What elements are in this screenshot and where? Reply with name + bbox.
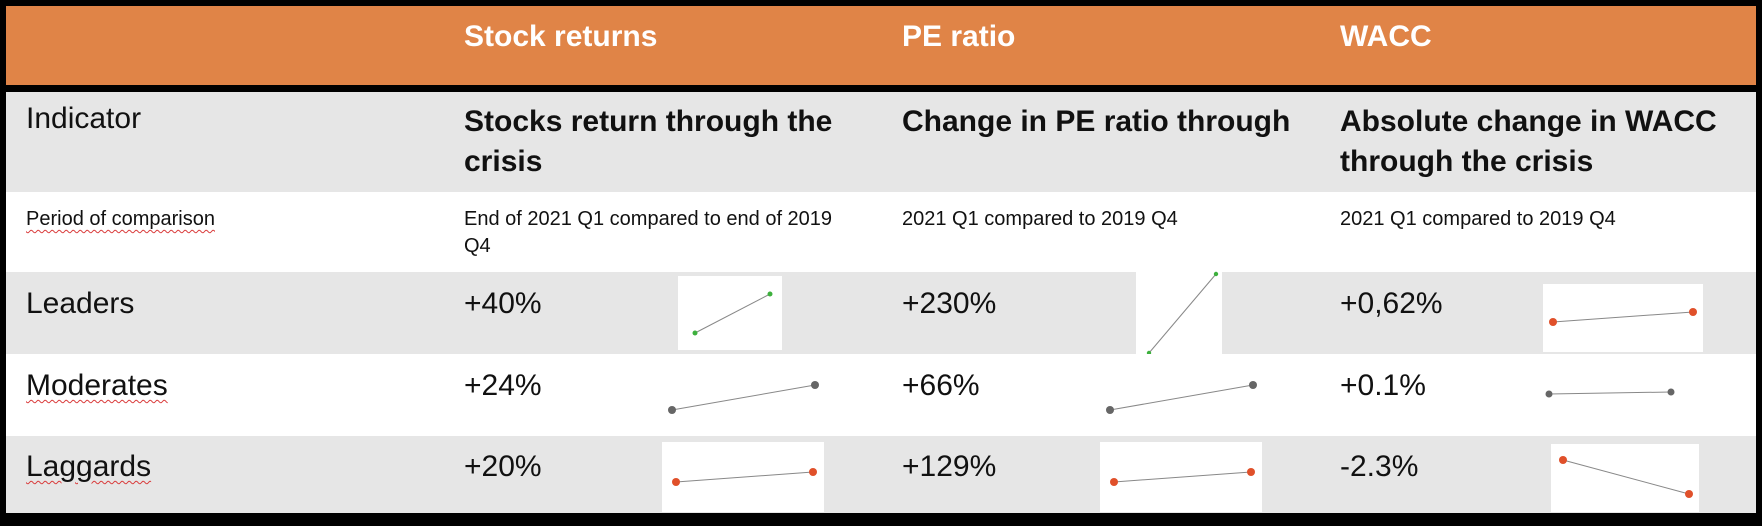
spark-start-point bbox=[1545, 390, 1553, 398]
header-stock-returns-text: Stock returns bbox=[464, 20, 658, 53]
spark-line bbox=[671, 384, 816, 411]
spark-start-point bbox=[1110, 478, 1118, 486]
spark-line bbox=[675, 471, 814, 483]
leaders-stock-sparkline bbox=[692, 291, 773, 336]
leaders-row: Leaders +40% +230% +0,62% bbox=[6, 271, 1756, 356]
header-stock-returns: Stock returns bbox=[464, 20, 657, 54]
spark-line bbox=[1562, 459, 1690, 495]
table-bottom-border bbox=[6, 513, 1756, 520]
spark-end-point bbox=[1689, 308, 1697, 316]
indicator-label: Indicator bbox=[26, 102, 142, 135]
laggards-stock-value: +20% bbox=[464, 450, 542, 483]
laggards-wacc-value: -2.3% bbox=[1340, 450, 1419, 483]
moderates-row: Moderates +24% +66% +0.1% bbox=[6, 354, 1756, 436]
leaders-pe-value: +230% bbox=[902, 287, 997, 320]
leaders-stock-value: +40% bbox=[464, 287, 542, 320]
indicator-pe: Change in PE ratio through bbox=[902, 105, 1291, 138]
indicator-row: Indicator Stocks return through the cris… bbox=[6, 92, 1756, 192]
spark-end-point bbox=[1667, 388, 1675, 396]
spark-end-point bbox=[811, 381, 819, 389]
spark-start-point bbox=[1549, 318, 1557, 326]
period-pe: 2021 Q1 compared to 2019 Q4 bbox=[902, 208, 1178, 230]
indicator-wacc: Absolute change in WACC through the cris… bbox=[1340, 105, 1717, 178]
moderates-wacc-sparkline bbox=[1545, 388, 1675, 398]
spark-end-point bbox=[1247, 468, 1255, 476]
period-label: Period of comparison bbox=[26, 208, 215, 230]
leaders-stock-spark-bg bbox=[678, 276, 782, 350]
group-name-leaders: Leaders bbox=[26, 287, 135, 320]
leaders-pe-spark-bg bbox=[1136, 272, 1222, 354]
spark-line bbox=[1148, 273, 1217, 354]
spark-end-point bbox=[1685, 490, 1693, 498]
spark-end-point bbox=[767, 291, 773, 297]
leaders-pe-sparkline bbox=[1146, 271, 1219, 356]
period-stock: End of 2021 Q1 compared to end of 2019 Q… bbox=[464, 208, 833, 257]
leaders-wacc-value: +0,62% bbox=[1340, 287, 1443, 320]
spark-start-point bbox=[672, 478, 680, 486]
spark-end-point bbox=[1213, 271, 1219, 277]
spark-end-point bbox=[1249, 381, 1257, 389]
header-pe-ratio: PE ratio bbox=[902, 20, 1016, 53]
laggards-wacc-spark-bg bbox=[1551, 444, 1699, 512]
moderates-pe-sparkline bbox=[1106, 381, 1257, 414]
spark-start-point bbox=[668, 406, 676, 414]
spark-end-point bbox=[809, 468, 817, 476]
comparison-table: Stock returns PE ratio WACC Indicator St… bbox=[6, 6, 1756, 520]
spark-line bbox=[1552, 311, 1694, 323]
laggards-stock-sparkline bbox=[672, 468, 817, 486]
moderates-pe-value: +66% bbox=[902, 369, 980, 402]
spark-start-point bbox=[692, 330, 698, 336]
moderates-wacc-value: +0.1% bbox=[1340, 369, 1426, 402]
spark-line bbox=[1548, 391, 1672, 395]
laggards-wacc-sparkline bbox=[1559, 456, 1693, 498]
period-wacc: 2021 Q1 compared to 2019 Q4 bbox=[1340, 208, 1616, 230]
period-row: Period of comparison End of 2021 Q1 comp… bbox=[6, 192, 1756, 272]
moderates-stock-value: +24% bbox=[464, 369, 542, 402]
leaders-wacc-sparkline bbox=[1549, 308, 1697, 326]
laggards-pe-value: +129% bbox=[902, 450, 997, 483]
spark-line bbox=[694, 293, 771, 334]
spark-start-point bbox=[1106, 406, 1114, 414]
moderates-stock-sparkline bbox=[668, 381, 819, 414]
group-name-moderates: Moderates bbox=[26, 369, 168, 402]
group-name-laggards: Laggards bbox=[26, 450, 152, 483]
header-wacc: WACC bbox=[1340, 20, 1432, 53]
spark-line bbox=[1113, 471, 1252, 483]
laggards-row: Laggards +20% +129% -2.3% bbox=[6, 436, 1756, 513]
spark-line bbox=[1109, 384, 1254, 411]
indicator-stock: Stocks return through the crisis bbox=[464, 105, 833, 178]
leaders-wacc-spark-bg bbox=[1543, 284, 1703, 352]
table-header: Stock returns PE ratio WACC bbox=[6, 6, 1756, 92]
laggards-pe-sparkline bbox=[1110, 468, 1255, 486]
spark-start-point bbox=[1559, 456, 1567, 464]
